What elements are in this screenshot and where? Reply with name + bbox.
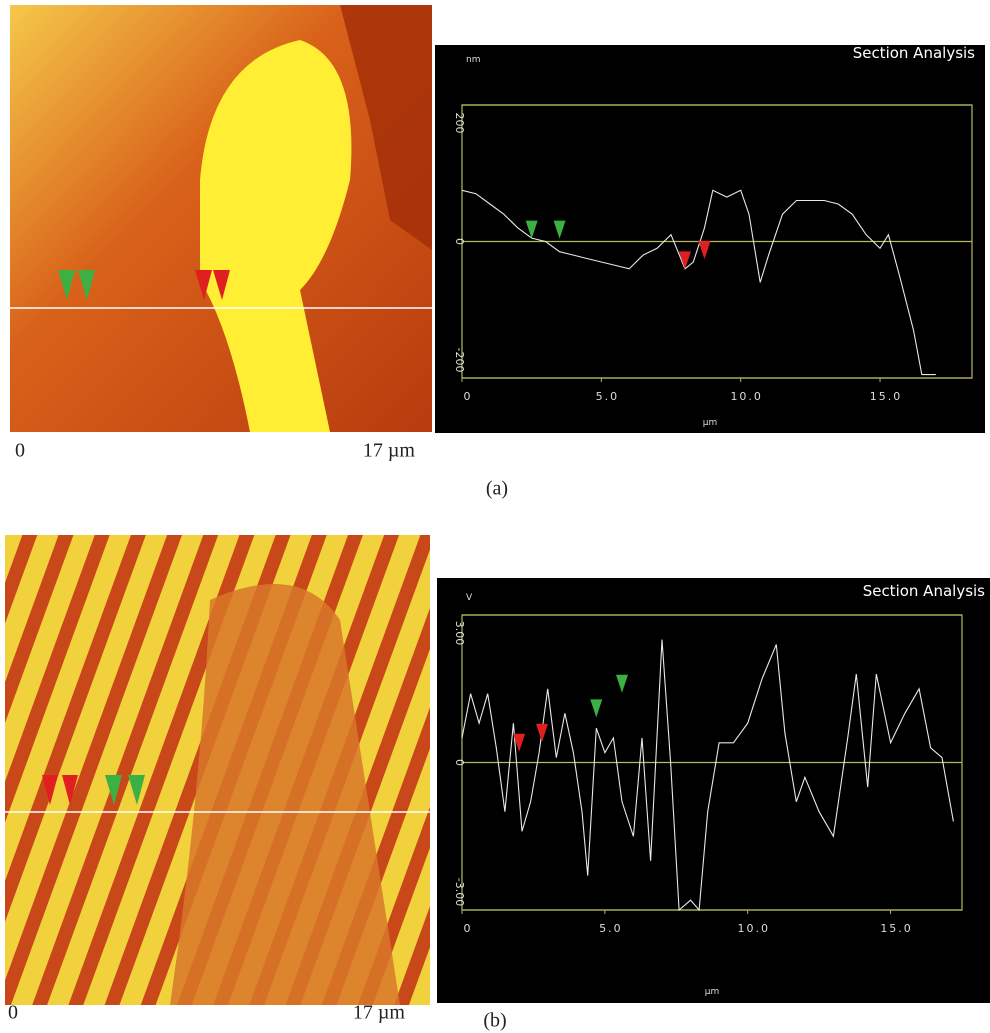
x-tick-label: 10.0 (737, 922, 770, 935)
y-tick-label: 200 (453, 113, 466, 134)
image-scale-start: 0 (8, 1002, 18, 1024)
panel-label: (b) (483, 1010, 506, 1032)
x-tick-label: 0 (464, 390, 473, 403)
x-tick-label: 0 (464, 922, 473, 935)
y-tick-label: 0 (453, 759, 466, 766)
y-tick-label: -200 (453, 348, 466, 373)
y-tick-label: -3.00 (453, 878, 466, 906)
x-tick-label: 15.0 (880, 922, 913, 935)
y-tick-label: 0 (453, 238, 466, 245)
afm-image-b (5, 535, 430, 1005)
afm-image-a (10, 5, 432, 432)
section-chart: Section Analysis Vµm -3.00 0 3.00 0 5.0 10.0 15.… (437, 578, 990, 1003)
figure: Section Analysis nm µm -200 0 200 0 5.0 10.0 15.0… (0, 0, 990, 1033)
x-tick-label: 5.0 (599, 922, 623, 935)
y-axis-label: V (466, 593, 473, 603)
x-axis-label: µm (703, 418, 718, 428)
x-axis-label: µm (705, 987, 720, 997)
section-chart: Section Analysis nm µm -200 0 200 0 5.0 10.0 15.0 (435, 44, 985, 433)
x-tick-label: 10.0 (730, 390, 763, 403)
x-tick-label: 5.0 (596, 390, 620, 403)
chart-title: Section Analysis (853, 44, 975, 62)
chart-background (435, 45, 985, 433)
image-scale-end: 17 µm (363, 440, 416, 462)
image-scale-end: 17 µm (353, 1002, 406, 1024)
image-scale-start: 0 (15, 440, 25, 462)
y-tick-label: 3.00 (453, 621, 466, 646)
panel-label: (a) (486, 478, 508, 500)
x-tick-label: 15.0 (870, 390, 903, 403)
y-axis-label: nm (466, 55, 480, 65)
chart-background (437, 578, 990, 1003)
chart-title: Section Analysis (863, 582, 985, 600)
